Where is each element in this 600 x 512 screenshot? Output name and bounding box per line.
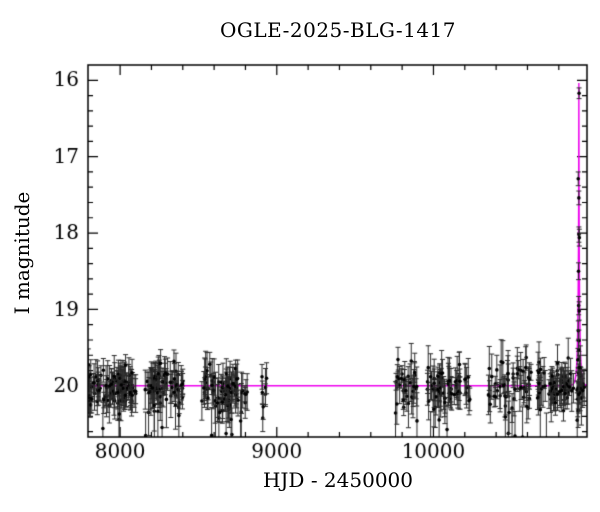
y-axis-label: I magnitude: [10, 191, 34, 315]
chart-title: OGLE-2025-BLG-1417: [219, 18, 457, 42]
x-axis-label: HJD - 2450000: [262, 468, 414, 492]
